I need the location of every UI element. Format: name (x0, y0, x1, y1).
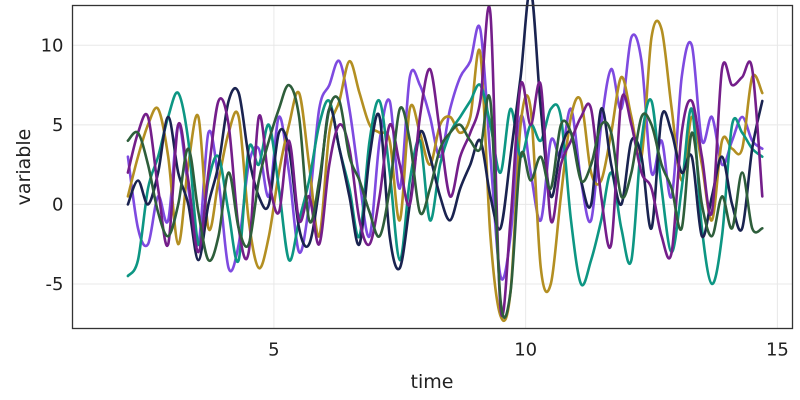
series-line-2 (126, 19, 764, 323)
x-axis-label: time (411, 371, 454, 393)
series-line-3 (126, 83, 764, 287)
series-line-1 (126, 24, 764, 281)
x-tick-labels: 5 10 15 (268, 340, 789, 361)
y-tick-label: 5 (52, 115, 63, 136)
x-tick-label: 15 (766, 340, 789, 361)
x-tick-label: 10 (514, 340, 537, 361)
y-axis-label: variable (13, 129, 35, 206)
series-lines (126, 0, 764, 323)
y-tick-label: 10 (41, 35, 64, 56)
y-tick-label: 0 (52, 194, 63, 215)
x-tick-label: 5 (268, 340, 279, 361)
y-tick-labels: -5 0 5 10 (41, 35, 64, 295)
series-line-5 (126, 5, 764, 318)
series-line-6 (126, 83, 764, 319)
y-tick-label: -5 (46, 274, 64, 295)
plot-frame (71, 4, 794, 330)
